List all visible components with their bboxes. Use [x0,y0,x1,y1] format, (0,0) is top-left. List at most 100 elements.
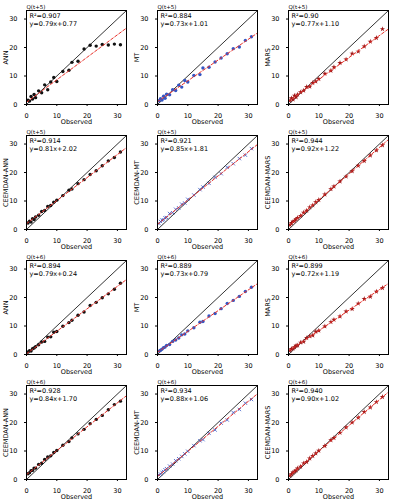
svg-text:R²=0.889: R²=0.889 [161,262,192,270]
svg-text:10: 10 [53,237,61,245]
svg-text:Q(t+5): Q(t+5) [289,129,308,135]
svg-text:10: 10 [53,112,61,120]
svg-text:20: 20 [140,419,148,427]
svg-text:0: 0 [155,487,159,495]
svg-text:30: 30 [375,487,383,495]
svg-text:MARS: MARS [264,298,272,317]
svg-text:30: 30 [375,237,383,245]
svg-text:30: 30 [244,362,252,370]
svg-text:Q(t+5): Q(t+5) [158,4,177,10]
svg-text:0: 0 [13,351,17,359]
svg-text:10: 10 [53,487,61,495]
svg-text:20: 20 [9,294,17,302]
svg-text:10: 10 [140,72,148,80]
svg-text:CEEMDAN-MT: CEEMDAN-MT [133,410,141,455]
svg-text:MT: MT [133,303,141,313]
svg-text:y=0.79x+0.77: y=0.79x+0.77 [30,20,78,28]
svg-text:R²=0.934: R²=0.934 [161,387,192,395]
svg-text:0: 0 [13,226,17,234]
svg-text:10: 10 [140,197,148,205]
svg-text:10: 10 [184,487,192,495]
svg-text:R²=0.90: R²=0.90 [292,12,319,20]
svg-text:y=0.81x+2.02: y=0.81x+2.02 [30,145,78,153]
svg-text:10: 10 [315,237,323,245]
svg-text:0: 0 [144,101,148,109]
svg-text:y=0.79x+0.24: y=0.79x+0.24 [30,270,78,278]
svg-text:20: 20 [140,294,148,302]
svg-text:10: 10 [184,362,192,370]
svg-text:10: 10 [315,112,323,120]
svg-text:10: 10 [271,322,279,330]
svg-text:10: 10 [315,487,323,495]
svg-text:30: 30 [9,140,17,148]
svg-text:30: 30 [271,390,279,398]
svg-text:R²=0.884: R²=0.884 [161,12,192,20]
svg-text:30: 30 [140,390,148,398]
svg-text:30: 30 [113,362,121,370]
svg-text:30: 30 [244,237,252,245]
svg-text:Q(t+6): Q(t+6) [289,379,308,385]
svg-text:0: 0 [155,362,159,370]
svg-text:20: 20 [271,294,279,302]
svg-text:0: 0 [286,112,290,120]
svg-text:CEEMDAN-MT: CEEMDAN-MT [133,160,141,205]
svg-text:30: 30 [9,390,17,398]
svg-text:R²=0.907: R²=0.907 [30,12,61,20]
svg-text:30: 30 [140,140,148,148]
svg-text:10: 10 [184,112,192,120]
svg-text:0: 0 [275,101,279,109]
svg-text:R²=0.899: R²=0.899 [292,262,323,270]
svg-text:20: 20 [9,44,17,52]
svg-text:0: 0 [286,237,290,245]
svg-text:30: 30 [244,112,252,120]
svg-text:Q(t+6): Q(t+6) [158,379,177,385]
svg-text:y=0.85x+1.81: y=0.85x+1.81 [161,145,209,153]
svg-text:CEEMDAN-MARS: CEEMDAN-MARS [264,406,272,460]
svg-text:0: 0 [13,476,17,484]
svg-text:0: 0 [24,487,28,495]
svg-text:30: 30 [9,15,17,23]
svg-text:0: 0 [24,362,28,370]
svg-text:20: 20 [271,169,279,177]
svg-text:30: 30 [244,487,252,495]
svg-text:Q(t+5): Q(t+5) [27,129,46,135]
svg-text:30: 30 [375,112,383,120]
svg-text:10: 10 [184,237,192,245]
svg-text:R²=0.940: R²=0.940 [292,387,323,395]
svg-text:10: 10 [140,322,148,330]
svg-text:30: 30 [375,362,383,370]
svg-text:y=0.90x+1.02: y=0.90x+1.02 [292,395,340,403]
svg-text:y=0.72x+1.19: y=0.72x+1.19 [292,270,340,278]
svg-text:0: 0 [144,351,148,359]
svg-text:R²=0.894: R²=0.894 [30,262,61,270]
svg-text:MT: MT [133,53,141,63]
svg-text:20: 20 [271,419,279,427]
svg-text:20: 20 [9,169,17,177]
svg-text:CEEMDAN-ANN: CEEMDAN-ANN [2,158,10,207]
svg-text:CEEMDAN-MARS: CEEMDAN-MARS [264,156,272,210]
svg-text:MARS: MARS [264,48,272,67]
svg-text:y=0.92x+1.22: y=0.92x+1.22 [292,145,340,153]
svg-text:30: 30 [9,265,17,273]
svg-text:y=0.88x+1.06: y=0.88x+1.06 [161,395,209,403]
svg-text:0: 0 [24,237,28,245]
svg-text:10: 10 [53,362,61,370]
svg-text:Observed: Observed [323,493,354,500]
svg-text:30: 30 [140,15,148,23]
svg-text:10: 10 [271,447,279,455]
svg-text:10: 10 [140,447,148,455]
svg-text:0: 0 [275,226,279,234]
svg-text:Q(t+6): Q(t+6) [158,254,177,260]
svg-text:0: 0 [144,226,148,234]
svg-text:0: 0 [144,476,148,484]
svg-text:R²=0.921: R²=0.921 [161,137,192,145]
svg-text:CEEMDAN-ANN: CEEMDAN-ANN [2,408,10,457]
svg-text:0: 0 [275,351,279,359]
svg-text:0: 0 [286,487,290,495]
svg-text:20: 20 [9,419,17,427]
svg-text:10: 10 [9,447,17,455]
svg-text:Q(t+6): Q(t+6) [289,254,308,260]
svg-text:30: 30 [113,487,121,495]
svg-text:30: 30 [271,265,279,273]
svg-text:Q(t+6): Q(t+6) [27,254,46,260]
